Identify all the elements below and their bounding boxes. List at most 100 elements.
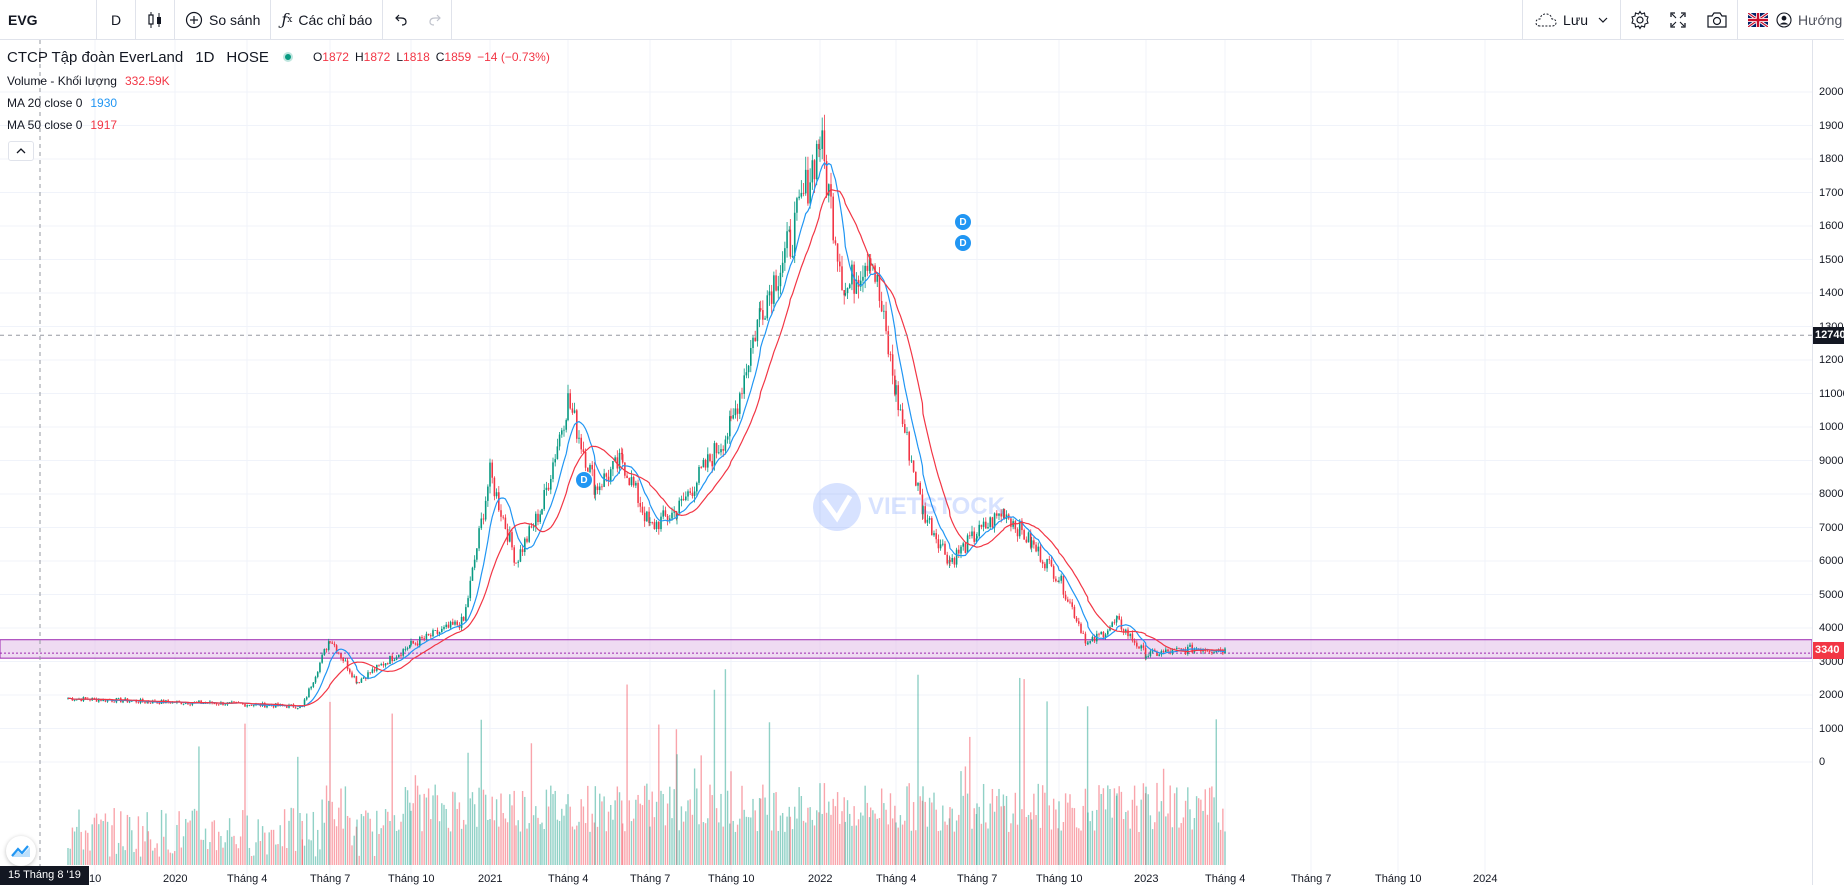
volume-bar — [69, 848, 71, 865]
price-crosshair-label: 12740 — [1813, 327, 1844, 345]
market-status-dot[interactable] — [282, 52, 293, 62]
redo-icon — [427, 12, 443, 28]
tradingview-logo[interactable] — [6, 836, 36, 866]
candle-body — [329, 641, 331, 643]
candle-body — [228, 701, 231, 703]
volume-bar — [306, 813, 308, 865]
candle-body — [825, 161, 828, 196]
volume-bar — [953, 831, 956, 865]
volume-bar — [521, 790, 524, 865]
volume-bar — [1089, 821, 1091, 865]
candle-body — [1093, 636, 1096, 642]
candle-body — [614, 457, 616, 462]
candle-body — [1014, 521, 1017, 530]
legend-title: CTCP Tập đoàn EverLand — [7, 48, 184, 66]
compare-button[interactable]: So sánh — [175, 0, 270, 40]
chart-pane[interactable]: VIETSTOCK D D D — [0, 40, 1812, 885]
volume-bar — [104, 813, 107, 865]
candle-body — [187, 702, 189, 705]
volume-bar — [554, 790, 556, 865]
chart-type-button[interactable] — [136, 0, 174, 40]
volume-bar — [682, 821, 685, 865]
candle-body — [910, 460, 913, 462]
volume-bar — [809, 807, 811, 865]
dividend-event-badge[interactable]: D — [954, 213, 972, 231]
price-tick-label: 2000 — [1819, 689, 1844, 701]
candle-body — [813, 160, 816, 180]
candle-body — [482, 518, 485, 520]
price-chart[interactable] — [0, 40, 1812, 885]
candle-body — [1102, 631, 1105, 638]
price-axis[interactable]: 2000019000180001700016000150001400013000… — [1812, 40, 1844, 885]
volume-bar — [277, 844, 279, 865]
volume-bar — [1213, 797, 1215, 865]
volume-bar — [406, 790, 409, 865]
legend-main-series[interactable]: CTCP Tập đoàn EverLand 1D HOSE O 1872 H 18… — [7, 46, 550, 68]
candle-body — [441, 628, 443, 633]
candle-body — [1030, 540, 1033, 548]
candle-body — [1138, 646, 1140, 649]
settings-button[interactable] — [1621, 0, 1659, 40]
candle-body — [89, 699, 91, 701]
fullscreen-button[interactable] — [1659, 0, 1697, 40]
candle-body — [921, 494, 924, 515]
volume-bar — [142, 826, 144, 865]
volume-bar — [257, 819, 259, 865]
ohlc-low-value: 1818 — [403, 50, 430, 64]
candle-body — [244, 703, 246, 707]
dividend-event-badge[interactable]: D — [954, 234, 972, 252]
redo-button[interactable] — [417, 0, 451, 40]
volume-bar — [1048, 805, 1050, 865]
guide-label: Hướng dẫ — [1798, 12, 1844, 28]
guide-button[interactable]: Hướng dẫ — [1772, 0, 1844, 40]
legend-volume[interactable]: Volume - Khối lượng 332.59K — [7, 70, 550, 92]
time-tick-label: 10 — [89, 873, 102, 885]
candle-body — [818, 143, 820, 150]
candle-body — [373, 669, 376, 671]
volume-bar — [1169, 785, 1171, 865]
candle-body — [387, 663, 389, 665]
volume-bar — [178, 811, 180, 865]
candle-body — [946, 554, 948, 564]
candle-body — [84, 697, 87, 699]
candle-body — [571, 408, 574, 413]
candle-body — [1133, 640, 1136, 643]
candle-body — [786, 231, 788, 249]
legend-collapse-button[interactable] — [8, 141, 34, 161]
candle-body — [589, 464, 591, 473]
volume-bar — [211, 821, 213, 865]
volume-bar — [915, 830, 917, 865]
candle-body — [931, 518, 933, 536]
candle-body — [933, 533, 935, 536]
candle-body — [1111, 622, 1113, 627]
undo-button[interactable] — [383, 0, 417, 40]
volume-bar — [342, 828, 344, 865]
volume-bar — [828, 801, 830, 865]
candle-body — [333, 643, 336, 646]
legend-ma50[interactable]: MA 50 close 0 1917 — [7, 114, 550, 136]
time-tick-label: Tháng 4 — [1205, 873, 1246, 885]
legend-ma20[interactable]: MA 20 close 0 1930 — [7, 92, 550, 114]
candle-body — [266, 705, 268, 708]
candle-body — [1116, 616, 1118, 619]
volume-bar — [412, 803, 414, 865]
interval-button[interactable]: D — [110, 11, 122, 28]
volume-bar — [174, 851, 176, 865]
save-button[interactable]: Lưu — [1523, 0, 1620, 40]
time-tick-label: Tháng 7 — [1291, 873, 1332, 885]
candle-body — [156, 702, 158, 704]
language-button[interactable] — [1738, 0, 1772, 40]
volume-bar — [830, 814, 832, 865]
candle-body — [718, 452, 720, 454]
screenshot-button[interactable] — [1697, 0, 1737, 40]
candle-body — [436, 630, 439, 634]
dividend-event-badge[interactable]: D — [575, 471, 593, 489]
volume-bar — [1091, 810, 1094, 865]
candle-body — [1071, 602, 1073, 607]
volume-bar — [762, 784, 764, 865]
volume-bar — [1189, 809, 1191, 865]
volume-bar — [87, 832, 89, 865]
symbol-search[interactable]: EVG — [8, 11, 38, 28]
candle-body — [632, 477, 635, 486]
